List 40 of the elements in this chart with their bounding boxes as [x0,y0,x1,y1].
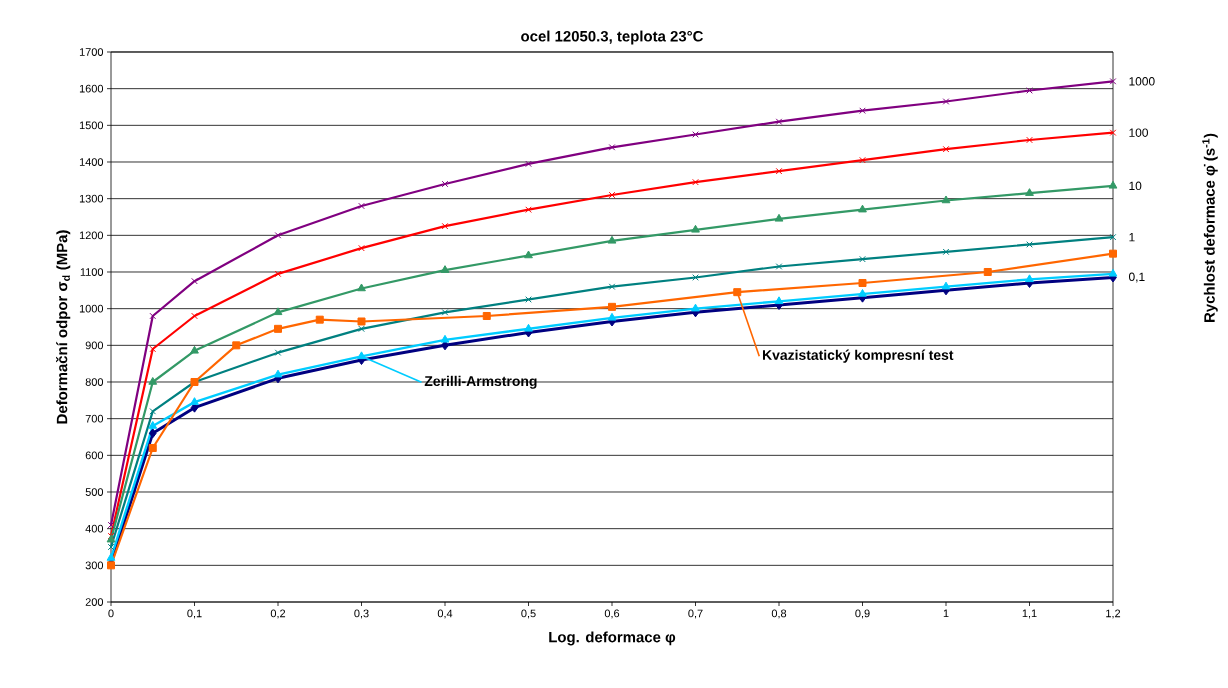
chart-title: ocel 12050.3, teplota 23°C [521,30,704,45]
x-axis-title: Log. deformace φ [549,631,676,646]
text: Rychlost deformace φ̇ (s$^{-1}$) [1202,133,1218,322]
y-tick-label: 800 [85,378,104,386]
series-label: 1 [1129,233,1135,242]
y-tick-label: 1500 [79,121,104,130]
x-tick-label: 1,2 [1106,609,1121,619]
series-label: 100 [1129,128,1148,137]
x-tick-label: 0,5 [521,609,536,619]
y-tick-label: 200 [85,598,104,606]
y-tick-label: 900 [85,341,104,350]
y-tick-label: 500 [85,488,104,496]
x-tick-label: 0,8 [771,609,787,619]
x-tick-label: 0,1 [187,609,202,619]
x-tick-label: 1,1 [1022,609,1037,619]
x-tick-label: 0 [108,609,114,618]
y-tick-label: 1700 [79,48,104,56]
x-tick-label: 1 [943,609,949,618]
x-tick-label: 0,2 [270,609,286,619]
y-tick-label: 1300 [79,194,104,203]
series-label: 1000 [1129,77,1155,86]
x-tick-label: 0,4 [437,609,453,619]
y-tick-label: 300 [85,561,104,570]
y-tick-label: 1000 [79,304,104,313]
y-tick-label: 1600 [79,84,104,93]
text: Kvazistatický kompresní test [762,349,954,363]
y-tick-label: 1400 [79,158,104,166]
series-label: 0,1 [1128,272,1145,283]
y-tick-label: 1200 [79,231,104,240]
y-tick-label: 700 [85,414,104,423]
x-tick-label: 0,6 [604,609,620,619]
x-tick-label: 0,9 [855,609,870,619]
x-tick-label: 0,7 [688,609,703,619]
y-tick-label: 400 [85,524,104,533]
text: Zerilli-Armstrong [424,375,537,389]
y-tick-label: 1100 [80,268,104,276]
series-label: 10 [1129,181,1142,191]
y-tick-label: 600 [85,451,104,460]
y-axis-title: Deformační odpor σ$_{d}$ (MPa) [56,230,71,424]
x-tick-label: 0,3 [354,609,369,619]
